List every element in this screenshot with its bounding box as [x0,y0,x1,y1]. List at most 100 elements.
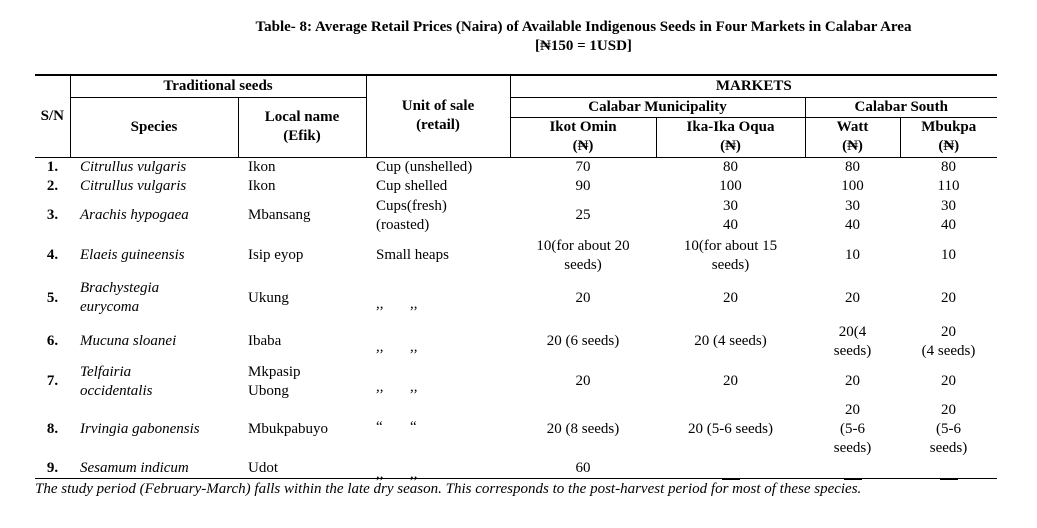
table-cell: 20 [941,289,956,306]
table-cell: Ibaba [248,333,282,349]
table-cell: Telfairia occidentalis [80,363,153,399]
table-cell: 20 (5-6 seeds) [929,402,968,456]
dash [843,477,862,480]
table-cell: Ikon [248,177,276,194]
table-cell [805,458,900,480]
header-calabar-municipality: Calabar Municipality [509,97,805,118]
table-cell: 20 [575,373,591,389]
table-cell: ,,,, [376,379,418,395]
header-mbukpa: Mbukpa (₦) [899,117,997,158]
table-cell: 110 [937,177,960,194]
table-cell: Mkpasip Ubong [248,363,301,399]
table-cell: Mbukpabuyo [248,421,328,437]
table-cell: 8. [46,421,59,437]
header-sn: S/N [35,74,70,158]
table-cell: Mucuna sloanei [80,333,177,349]
table-cell [900,458,997,480]
table-cell: Cup (unshelled) [376,158,473,175]
table-cell: 10(for about 20 seeds) [536,237,630,273]
table-cell: 20 [845,373,860,389]
exchange-rate: [₦150 = 1USD] [535,38,632,54]
table-cell: Citrullus vulgaris [80,158,187,175]
table-cell: 30 40 [941,197,956,233]
table-cell: 20 (5-6 seeds) [833,402,872,456]
table-cell: Elaeis guineensis [80,247,185,263]
table-cell: ,,,, [366,458,510,482]
table-cell: 3. [46,207,59,223]
table-cell: 20 (5-6 seeds) [688,421,773,437]
table-cell: Mbansang [248,207,311,223]
table-cell: Citrullus vulgaris [80,177,187,194]
table-cell: 7. [46,373,59,389]
header-watt: Watt (₦) [804,117,900,158]
table-row: 3. Arachis hypogaea Mbansang Cups(fresh) (r… [35,196,997,236]
table-cell: 20 [723,373,738,389]
table-cell: 20 (4 seeds) [921,323,976,359]
table-cell: 5. [46,289,59,306]
table-cell: 4. [46,247,59,263]
table-cell: 100 [841,177,864,194]
table-cell: 10 [941,247,956,263]
table-row: 9. Sesamum indicum Udot ,,,, 60 [35,458,997,482]
table-cell: 1. [46,158,59,175]
dash [721,477,740,480]
header-calabar-south: Calabar South [804,97,997,118]
table-cell: 20(4 seeds) [833,323,872,359]
table-cell: Arachis hypogaea [80,207,189,223]
table-row: 1. Citrullus vulgaris Ikon Cup (unshelled) … [35,157,997,177]
header-local-name: Local name (Efik) [237,97,366,158]
table-row: 8. Irvingia gabonensis Mbukpabuyo ““ 20 (8… [35,401,997,459]
title-line: Table- 8: Average Retail Prices (Naira) … [255,19,912,35]
table-cell: 20 [941,373,956,389]
table-cell: Irvingia gabonensis [80,421,200,437]
header-ika-ika-oqua: Ika-Ika Oqua (₦) [655,117,805,158]
table-cell: 80 [941,158,956,175]
table-cell: Ikon [248,158,276,175]
table-cell [656,458,805,480]
table-cell: 20 [845,289,860,306]
table-row: 4. Elaeis guineensis Isip eyop Small heaps … [35,236,997,276]
table-cell: Small heaps [376,247,449,263]
table-cell: 9. [35,458,70,479]
prices-table: S/N Traditional seeds Unit of sale (retai… [35,74,997,482]
table-cell: Sesamum indicum [70,458,238,479]
header-species: Species [69,97,238,158]
table-row: 6. Mucuna sloanei Ibaba ,,,, 20 (6 seeds) 2… [35,321,997,363]
dash [939,477,958,480]
table-cell: ,,,, [376,339,418,355]
table-cell: 60 [510,458,656,479]
table-title: Table- 8: Average Retail Prices (Naira) … [0,18,1037,56]
header-traditional-seeds: Traditional seeds [69,74,366,98]
header-unit: Unit of sale (retail) [365,74,510,158]
table-cell: 20 (6 seeds) [546,333,620,349]
header-ikot-omin: Ikot Omin (₦) [509,117,656,158]
table-cell: 20 (8 seeds) [546,421,620,437]
table-cell: 80 [723,158,738,175]
table-cell: Isip eyop [248,247,304,263]
table-cell: 30 40 [723,197,738,233]
table-cell: Cups(fresh) (roasted) [376,197,447,233]
table-cell: 100 [719,177,742,194]
table-cell: 30 40 [845,197,860,233]
table-cell: ,,,, [376,295,418,312]
table-row: 7. Telfairia occidentalis Mkpasip Ubong ,,,… [35,363,997,401]
table-cell: ““ [376,419,417,435]
table-cell: Brachystegia eurycoma [80,280,160,315]
table-cell: 10(for about 15 seeds) [683,237,778,273]
table-cell: Cup shelled [376,177,448,194]
table-cell: 90 [575,177,591,194]
table-cell: 2. [46,177,59,194]
header-markets: MARKETS [509,74,997,98]
table-cell: 25 [575,207,591,223]
table-row: 5. Brachystegia eurycoma Ukung ,,,, 20 20 20 2… [35,276,997,321]
table-cell: 20 [575,289,591,306]
table-cell: 10 [845,247,860,263]
table-cell: 6. [46,333,59,349]
footnote: The study period (February-March) falls … [35,481,862,497]
table-row: 2. Citrullus vulgaris Ikon Cup shelled 90 10… [35,177,997,196]
table-cell: 20 (4 seeds) [694,333,767,349]
table-cell: 20 [723,289,738,306]
table-cell: Ukung [248,289,289,306]
table-cell: 70 [575,158,591,175]
table-cell: 80 [845,158,860,175]
